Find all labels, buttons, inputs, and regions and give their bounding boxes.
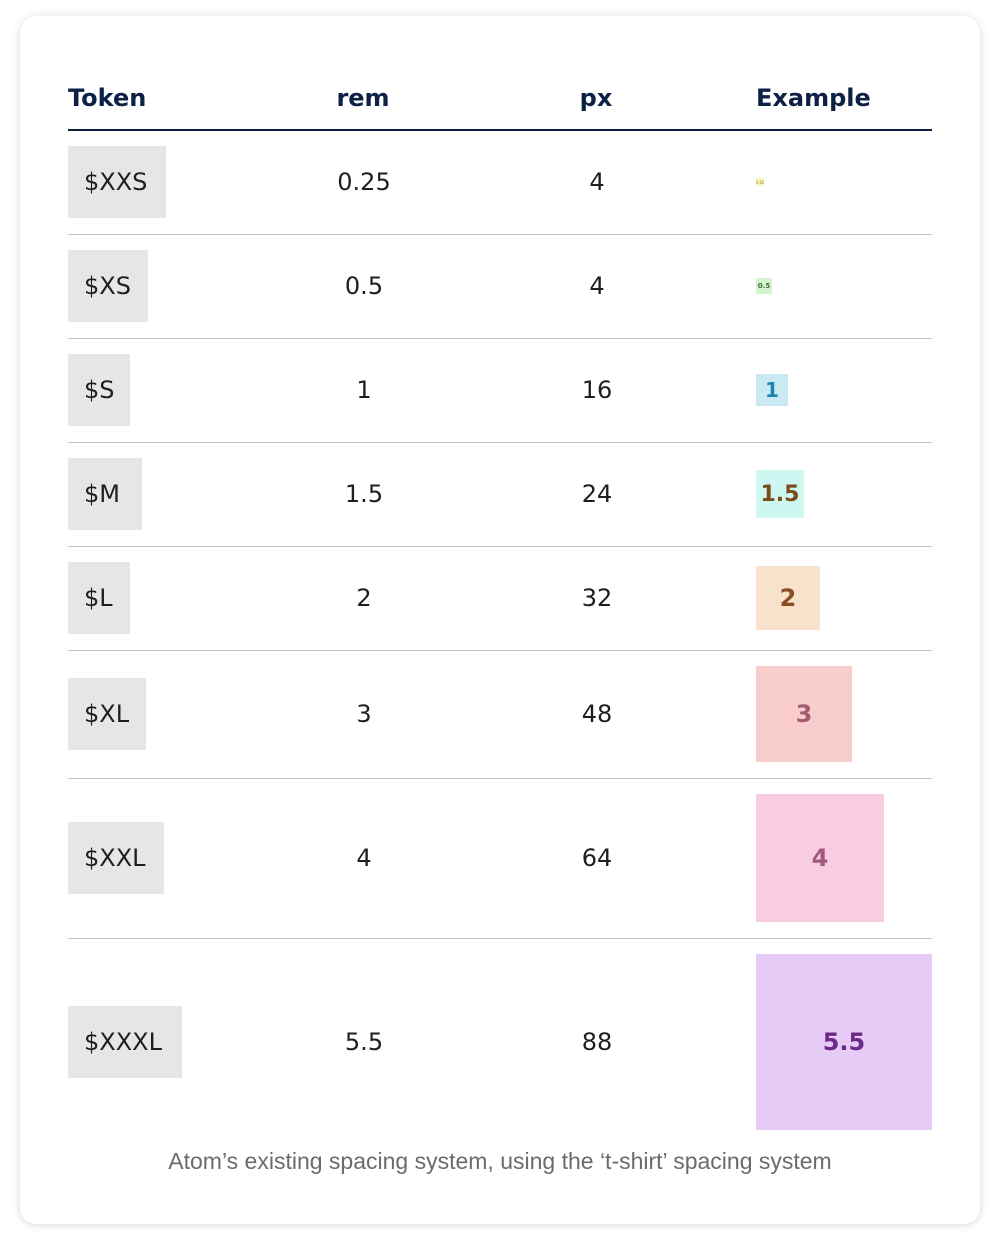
header-rem-label: rem — [336, 84, 390, 112]
header-token: Token — [68, 84, 147, 112]
table-row: $XXS 0.25 4 0.25 — [68, 130, 932, 235]
figure-caption: Atom’s existing spacing system, using th… — [168, 1148, 832, 1174]
token-chip: $XS — [68, 250, 148, 322]
table-row: $L 2 32 2 — [68, 546, 932, 651]
example-swatch: 1.5 — [756, 470, 804, 518]
px-text: 48 — [581, 700, 613, 728]
table-row: $M 1.5 24 1.5 — [68, 442, 932, 547]
example-swatch: 4 — [756, 794, 884, 922]
table-row: $S 1 16 1 — [68, 338, 932, 443]
px-text: 4 — [589, 272, 605, 300]
rem-text: 4 — [356, 844, 372, 872]
spacing-table-card: Token rem px Example $XXS 0.25 4 0.25 $X… — [20, 16, 980, 1224]
px-text: 16 — [581, 376, 613, 404]
rem-text: 0.25 — [337, 168, 391, 196]
px-text: 24 — [581, 480, 613, 508]
rem-text: 5.5 — [344, 1028, 384, 1056]
table-row: $XXL 4 64 4 — [68, 778, 932, 939]
token-chip: $L — [68, 562, 130, 634]
rem-text: 1 — [356, 376, 372, 404]
token-chip: $XL — [68, 678, 146, 750]
token-chip: $XXL — [68, 822, 164, 894]
rem-text: 0.5 — [344, 272, 384, 300]
example-swatch: 5.5 — [756, 954, 932, 1130]
token-chip: $XXXL — [68, 1006, 182, 1078]
token-chip: $XXS — [68, 146, 166, 218]
example-swatch: 0.25 — [756, 178, 764, 186]
px-text: 32 — [581, 584, 613, 612]
example-swatch: 1 — [756, 374, 788, 406]
rem-text: 1.5 — [344, 480, 384, 508]
px-text: 88 — [581, 1028, 613, 1056]
token-chip: $S — [68, 354, 130, 426]
table-row: $XL 3 48 3 — [68, 650, 932, 779]
rem-text: 2 — [356, 584, 372, 612]
token-chip: $M — [68, 458, 142, 530]
table-row: $XS 0.5 4 0.5 — [68, 234, 932, 339]
header-example: Example — [756, 84, 871, 112]
px-text: 64 — [581, 844, 613, 872]
example-swatch: 2 — [756, 566, 820, 630]
table-header: Token rem px Example — [68, 16, 932, 131]
rem-text: 3 — [356, 700, 372, 728]
header-px-label: px — [579, 84, 613, 112]
example-swatch: 3 — [756, 666, 852, 762]
table-row: $XXXL 5.5 88 5.5 — [68, 938, 932, 1130]
example-swatch: 0.5 — [756, 278, 772, 294]
px-text: 4 — [589, 168, 605, 196]
